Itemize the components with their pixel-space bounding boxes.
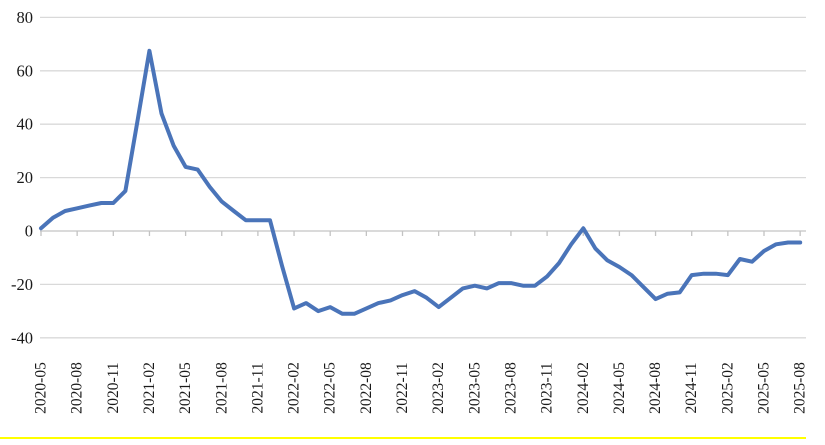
x-tick-label: 2020-11 [105,362,122,413]
y-tick-label: 40 [17,115,34,134]
x-tick-label: 2022-08 [358,362,375,414]
y-tick-label: -40 [11,328,33,347]
y-tick-label: 80 [17,8,34,27]
x-tick-label: 2024-02 [575,362,592,414]
x-tick-label: 2021-05 [177,362,194,414]
x-tick-label: 2021-02 [141,362,158,414]
x-tick-label: 2024-05 [611,362,628,414]
x-tick-label: 2021-11 [249,362,266,413]
x-tick-label: 2025-05 [756,362,773,414]
x-tick-label: 2022-05 [322,362,339,414]
x-tick-label: 2022-02 [286,362,303,414]
y-tick-label: 60 [17,61,34,80]
x-tick-label: 2025-02 [719,362,736,414]
x-tick-label: 2023-08 [502,362,519,414]
x-tick-label: 2024-08 [647,362,664,414]
x-tick-label: 2023-02 [430,362,447,414]
x-tick-label: 2024-11 [683,362,700,413]
x-tick-label: 2020-08 [69,362,86,414]
x-tick-label: 2022-11 [394,362,411,413]
x-tick-label: 2025-08 [792,362,809,414]
x-tick-label: 2020-05 [33,362,50,414]
y-tick-label: 20 [17,168,34,187]
x-tick-label: 2021-08 [213,362,230,414]
y-tick-label: 0 [25,222,33,241]
y-tick-label: -20 [11,275,33,294]
x-tick-label: 2023-05 [466,362,483,414]
data-series-line [39,48,803,316]
x-tick-label: 2023-11 [539,362,556,413]
